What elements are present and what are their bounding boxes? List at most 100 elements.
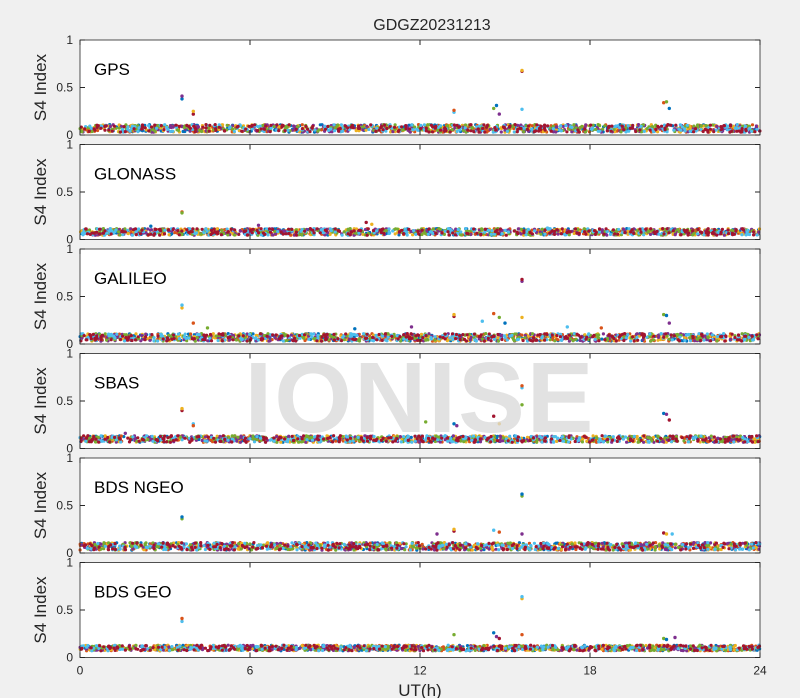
outlier-point	[520, 107, 524, 112]
data-point	[537, 129, 541, 133]
data-point	[185, 228, 189, 232]
data-point	[354, 227, 359, 231]
data-point	[290, 227, 294, 231]
data-point	[208, 332, 213, 337]
panel-label: GLONASS	[94, 165, 176, 184]
data-point	[638, 128, 642, 132]
data-point	[420, 228, 424, 232]
outlier-point	[662, 101, 666, 105]
data-point	[88, 232, 92, 236]
data-point	[522, 130, 526, 134]
data-point	[349, 230, 353, 234]
data-point	[241, 334, 245, 338]
outlier-point	[492, 106, 496, 111]
data-point	[648, 332, 652, 336]
data-point	[540, 227, 544, 231]
data-point	[201, 338, 205, 342]
data-point	[482, 123, 486, 127]
data-point	[197, 333, 201, 337]
data-point	[330, 130, 334, 134]
data-point	[677, 127, 681, 131]
data-point	[369, 123, 373, 127]
data-point	[140, 333, 144, 338]
data-point	[318, 123, 322, 127]
data-point	[505, 129, 509, 133]
data-point	[192, 337, 196, 341]
data-point	[751, 338, 756, 342]
data-point	[607, 333, 611, 337]
data-point	[616, 232, 620, 236]
data-point	[492, 337, 497, 341]
data-point	[596, 129, 600, 133]
data-point	[90, 129, 94, 134]
data-point	[692, 124, 696, 128]
outlier-point	[180, 97, 184, 101]
data-point	[725, 128, 729, 132]
data-point	[268, 130, 272, 134]
y-axis-label: S4 Index	[31, 262, 50, 330]
outlier-point	[191, 112, 195, 116]
data-point	[453, 233, 457, 237]
data-point	[411, 233, 415, 237]
data-point	[629, 339, 633, 343]
data-point	[651, 338, 656, 342]
data-point	[176, 332, 180, 336]
data-point	[716, 231, 720, 235]
data-point	[165, 336, 169, 340]
data-point	[136, 335, 140, 339]
data-point	[177, 233, 181, 237]
data-point	[390, 334, 394, 338]
data-point	[735, 338, 740, 342]
data-point	[645, 127, 649, 131]
data-point	[459, 233, 463, 237]
data-point	[752, 233, 756, 237]
data-point	[117, 230, 121, 234]
data-point	[631, 123, 635, 128]
data-point	[291, 128, 295, 132]
data-point	[205, 229, 209, 233]
data-point	[107, 332, 111, 336]
data-point	[226, 336, 230, 340]
data-point	[384, 129, 388, 133]
data-point	[234, 338, 238, 342]
data-point	[504, 233, 508, 237]
data-point	[92, 127, 96, 131]
data-point	[333, 129, 337, 133]
data-point	[608, 232, 613, 236]
data-point	[108, 124, 112, 129]
data-point	[414, 232, 418, 236]
data-point	[219, 233, 223, 237]
data-point	[722, 233, 727, 237]
data-point	[362, 332, 366, 336]
data-point	[138, 232, 142, 236]
data-point	[315, 227, 319, 231]
data-point	[200, 227, 204, 231]
data-point	[652, 230, 656, 234]
data-point	[140, 123, 145, 127]
data-point	[244, 127, 248, 131]
data-point	[85, 232, 90, 236]
data-point	[626, 229, 630, 233]
data-point	[597, 230, 601, 234]
data-point	[409, 229, 413, 234]
outlier-point	[180, 94, 184, 98]
outlier-point	[545, 226, 550, 230]
data-point	[442, 232, 446, 236]
data-point	[130, 338, 134, 343]
data-point	[695, 232, 700, 236]
data-point	[316, 333, 320, 338]
data-point	[148, 338, 152, 342]
data-point	[622, 338, 626, 343]
data-point	[664, 332, 668, 336]
data-point	[99, 126, 103, 130]
data-point	[438, 335, 442, 339]
data-point	[483, 130, 487, 134]
data-point	[259, 227, 263, 231]
data-point	[214, 128, 218, 132]
data-point	[535, 123, 539, 127]
y-axis-label: S4 Index	[31, 158, 50, 226]
data-point	[378, 228, 382, 232]
data-point	[209, 339, 214, 343]
data-point	[150, 125, 154, 129]
data-point	[450, 332, 455, 336]
